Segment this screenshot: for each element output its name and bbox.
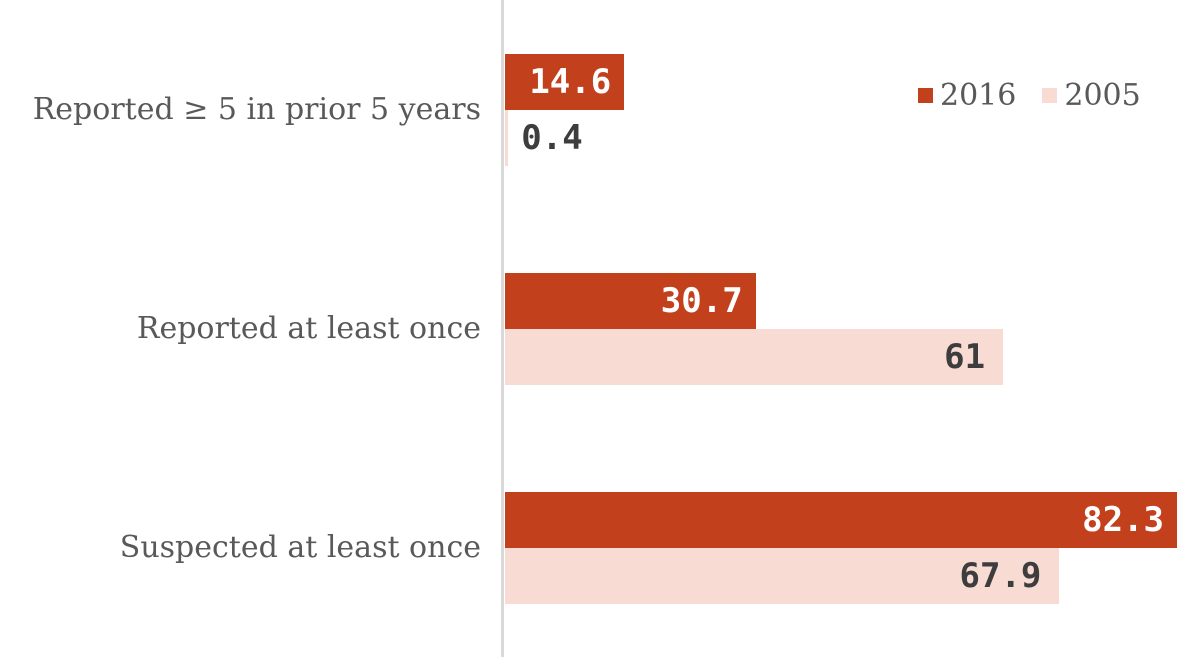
category-label: Suspected at least once	[119, 530, 481, 565]
bar-2005: 61	[505, 328, 1004, 385]
legend-label-2016: 2016	[940, 77, 1017, 113]
bar-group: 82.3 67.9	[505, 438, 1177, 657]
bar-value-label: 61	[944, 336, 986, 377]
bar-value-label: 30.7	[660, 280, 743, 321]
bar-2016: 30.7	[505, 272, 756, 329]
bar-value-label: 82.3	[1082, 499, 1164, 540]
y-axis-line	[501, 0, 504, 657]
category-row: Reported ≥ 5 in prior 5 years 14.6 0.4	[0, 0, 1177, 219]
bar-2016: 82.3	[505, 491, 1177, 548]
legend-item-2005: 2005	[1042, 77, 1141, 113]
bar-2005: 67.9	[505, 547, 1060, 604]
bar-2005: 0.4	[505, 109, 583, 166]
category-row: Reported at least once 30.7 61	[0, 219, 1177, 438]
bar-value-label: 14.6	[529, 61, 612, 102]
legend-swatch-2016-icon	[918, 87, 933, 103]
legend-item-2016: 2016	[918, 78, 1016, 113]
category-label: Reported ≥ 5 in prior 5 years	[32, 92, 481, 127]
category-label: Reported at least once	[136, 311, 481, 346]
legend-label-2005: 2005	[1064, 77, 1141, 113]
bar-group: 30.7 61	[505, 219, 1177, 438]
category-row: Suspected at least once 82.3 67.9	[0, 438, 1177, 657]
bar-group: 14.6 0.4	[505, 0, 1177, 219]
legend: 2016 2005	[918, 74, 1141, 116]
legend-swatch-2005-icon	[1042, 87, 1058, 103]
bar-2016: 14.6	[505, 53, 625, 110]
bar-value-label: 67.9	[959, 555, 1042, 596]
bar-value-label: 0.4	[521, 117, 583, 158]
